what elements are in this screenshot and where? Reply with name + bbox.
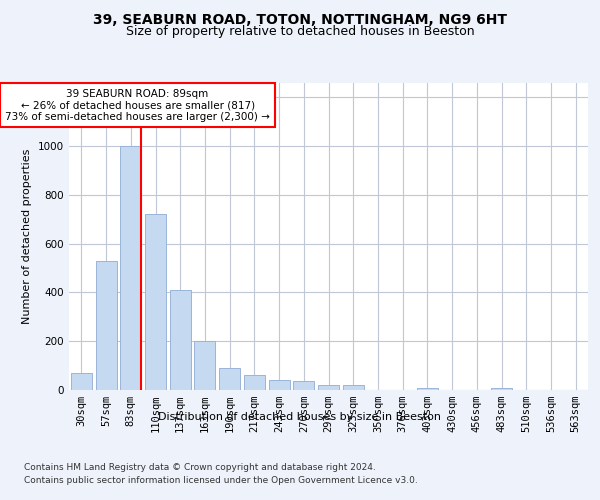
Bar xyxy=(417,388,438,390)
Text: Distribution of detached houses by size in Beeston: Distribution of detached houses by size … xyxy=(158,412,442,422)
Bar xyxy=(95,260,116,390)
Text: Size of property relative to detached houses in Beeston: Size of property relative to detached ho… xyxy=(125,25,475,38)
Bar xyxy=(244,376,265,390)
Bar xyxy=(491,388,512,390)
Bar xyxy=(71,373,92,390)
Text: Contains HM Land Registry data © Crown copyright and database right 2024.: Contains HM Land Registry data © Crown c… xyxy=(24,462,376,471)
Bar xyxy=(120,146,141,390)
Text: Contains public sector information licensed under the Open Government Licence v3: Contains public sector information licen… xyxy=(24,476,418,485)
Bar xyxy=(343,385,364,390)
Bar xyxy=(293,382,314,390)
Text: 39, SEABURN ROAD, TOTON, NOTTINGHAM, NG9 6HT: 39, SEABURN ROAD, TOTON, NOTTINGHAM, NG9… xyxy=(93,12,507,26)
Bar xyxy=(145,214,166,390)
Bar xyxy=(194,341,215,390)
Bar xyxy=(170,290,191,390)
Bar xyxy=(318,385,339,390)
Bar xyxy=(269,380,290,390)
Y-axis label: Number of detached properties: Number of detached properties xyxy=(22,148,32,324)
Text: 39 SEABURN ROAD: 89sqm
← 26% of detached houses are smaller (817)
73% of semi-de: 39 SEABURN ROAD: 89sqm ← 26% of detached… xyxy=(5,88,270,122)
Bar xyxy=(219,368,240,390)
